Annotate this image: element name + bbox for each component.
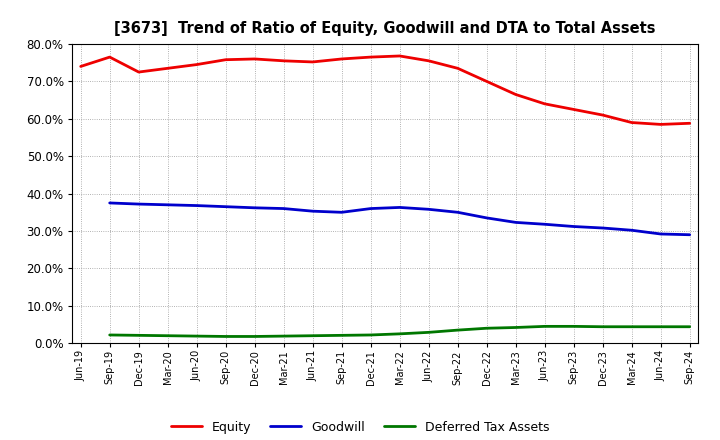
Deferred Tax Assets xyxy=(570,324,578,329)
Goodwill xyxy=(570,224,578,229)
Equity xyxy=(570,107,578,112)
Equity xyxy=(598,112,607,117)
Deferred Tax Assets xyxy=(424,330,433,335)
Deferred Tax Assets xyxy=(251,334,259,339)
Equity xyxy=(685,121,694,126)
Goodwill xyxy=(657,231,665,237)
Line: Equity: Equity xyxy=(81,56,690,125)
Goodwill xyxy=(163,202,172,208)
Equity xyxy=(192,62,201,67)
Deferred Tax Assets xyxy=(163,333,172,338)
Goodwill xyxy=(105,200,114,205)
Deferred Tax Assets xyxy=(511,325,520,330)
Goodwill xyxy=(482,215,491,220)
Goodwill xyxy=(541,222,549,227)
Line: Goodwill: Goodwill xyxy=(109,203,690,235)
Goodwill xyxy=(251,205,259,210)
Goodwill xyxy=(338,209,346,215)
Equity xyxy=(135,70,143,75)
Legend: Equity, Goodwill, Deferred Tax Assets: Equity, Goodwill, Deferred Tax Assets xyxy=(171,421,549,434)
Equity xyxy=(627,120,636,125)
Goodwill xyxy=(454,209,462,215)
Deferred Tax Assets xyxy=(657,324,665,330)
Goodwill xyxy=(366,206,375,211)
Deferred Tax Assets xyxy=(135,333,143,338)
Equity xyxy=(105,55,114,60)
Equity xyxy=(251,56,259,62)
Equity xyxy=(221,57,230,62)
Deferred Tax Assets xyxy=(366,332,375,337)
Goodwill xyxy=(685,232,694,238)
Goodwill xyxy=(308,209,317,214)
Equity xyxy=(279,58,288,63)
Equity xyxy=(395,53,404,59)
Deferred Tax Assets xyxy=(541,324,549,329)
Goodwill xyxy=(192,203,201,208)
Goodwill xyxy=(598,225,607,231)
Deferred Tax Assets xyxy=(627,324,636,330)
Equity xyxy=(338,56,346,62)
Equity xyxy=(308,59,317,65)
Equity xyxy=(541,101,549,106)
Equity xyxy=(482,79,491,84)
Goodwill xyxy=(627,227,636,233)
Deferred Tax Assets xyxy=(685,324,694,330)
Equity xyxy=(511,92,520,97)
Goodwill xyxy=(279,206,288,211)
Goodwill xyxy=(424,207,433,212)
Goodwill xyxy=(395,205,404,210)
Goodwill xyxy=(221,204,230,209)
Deferred Tax Assets xyxy=(395,331,404,337)
Deferred Tax Assets xyxy=(279,334,288,339)
Goodwill xyxy=(511,220,520,225)
Deferred Tax Assets xyxy=(598,324,607,330)
Equity xyxy=(424,58,433,63)
Deferred Tax Assets xyxy=(221,334,230,339)
Equity xyxy=(366,55,375,60)
Equity xyxy=(454,66,462,71)
Equity xyxy=(657,122,665,127)
Deferred Tax Assets xyxy=(192,334,201,339)
Deferred Tax Assets xyxy=(454,327,462,333)
Deferred Tax Assets xyxy=(338,333,346,338)
Equity xyxy=(76,64,85,69)
Line: Deferred Tax Assets: Deferred Tax Assets xyxy=(109,326,690,337)
Title: [3673]  Trend of Ratio of Equity, Goodwill and DTA to Total Assets: [3673] Trend of Ratio of Equity, Goodwil… xyxy=(114,21,656,36)
Goodwill xyxy=(135,202,143,207)
Deferred Tax Assets xyxy=(308,333,317,338)
Equity xyxy=(163,66,172,71)
Deferred Tax Assets xyxy=(482,326,491,331)
Deferred Tax Assets xyxy=(105,332,114,337)
